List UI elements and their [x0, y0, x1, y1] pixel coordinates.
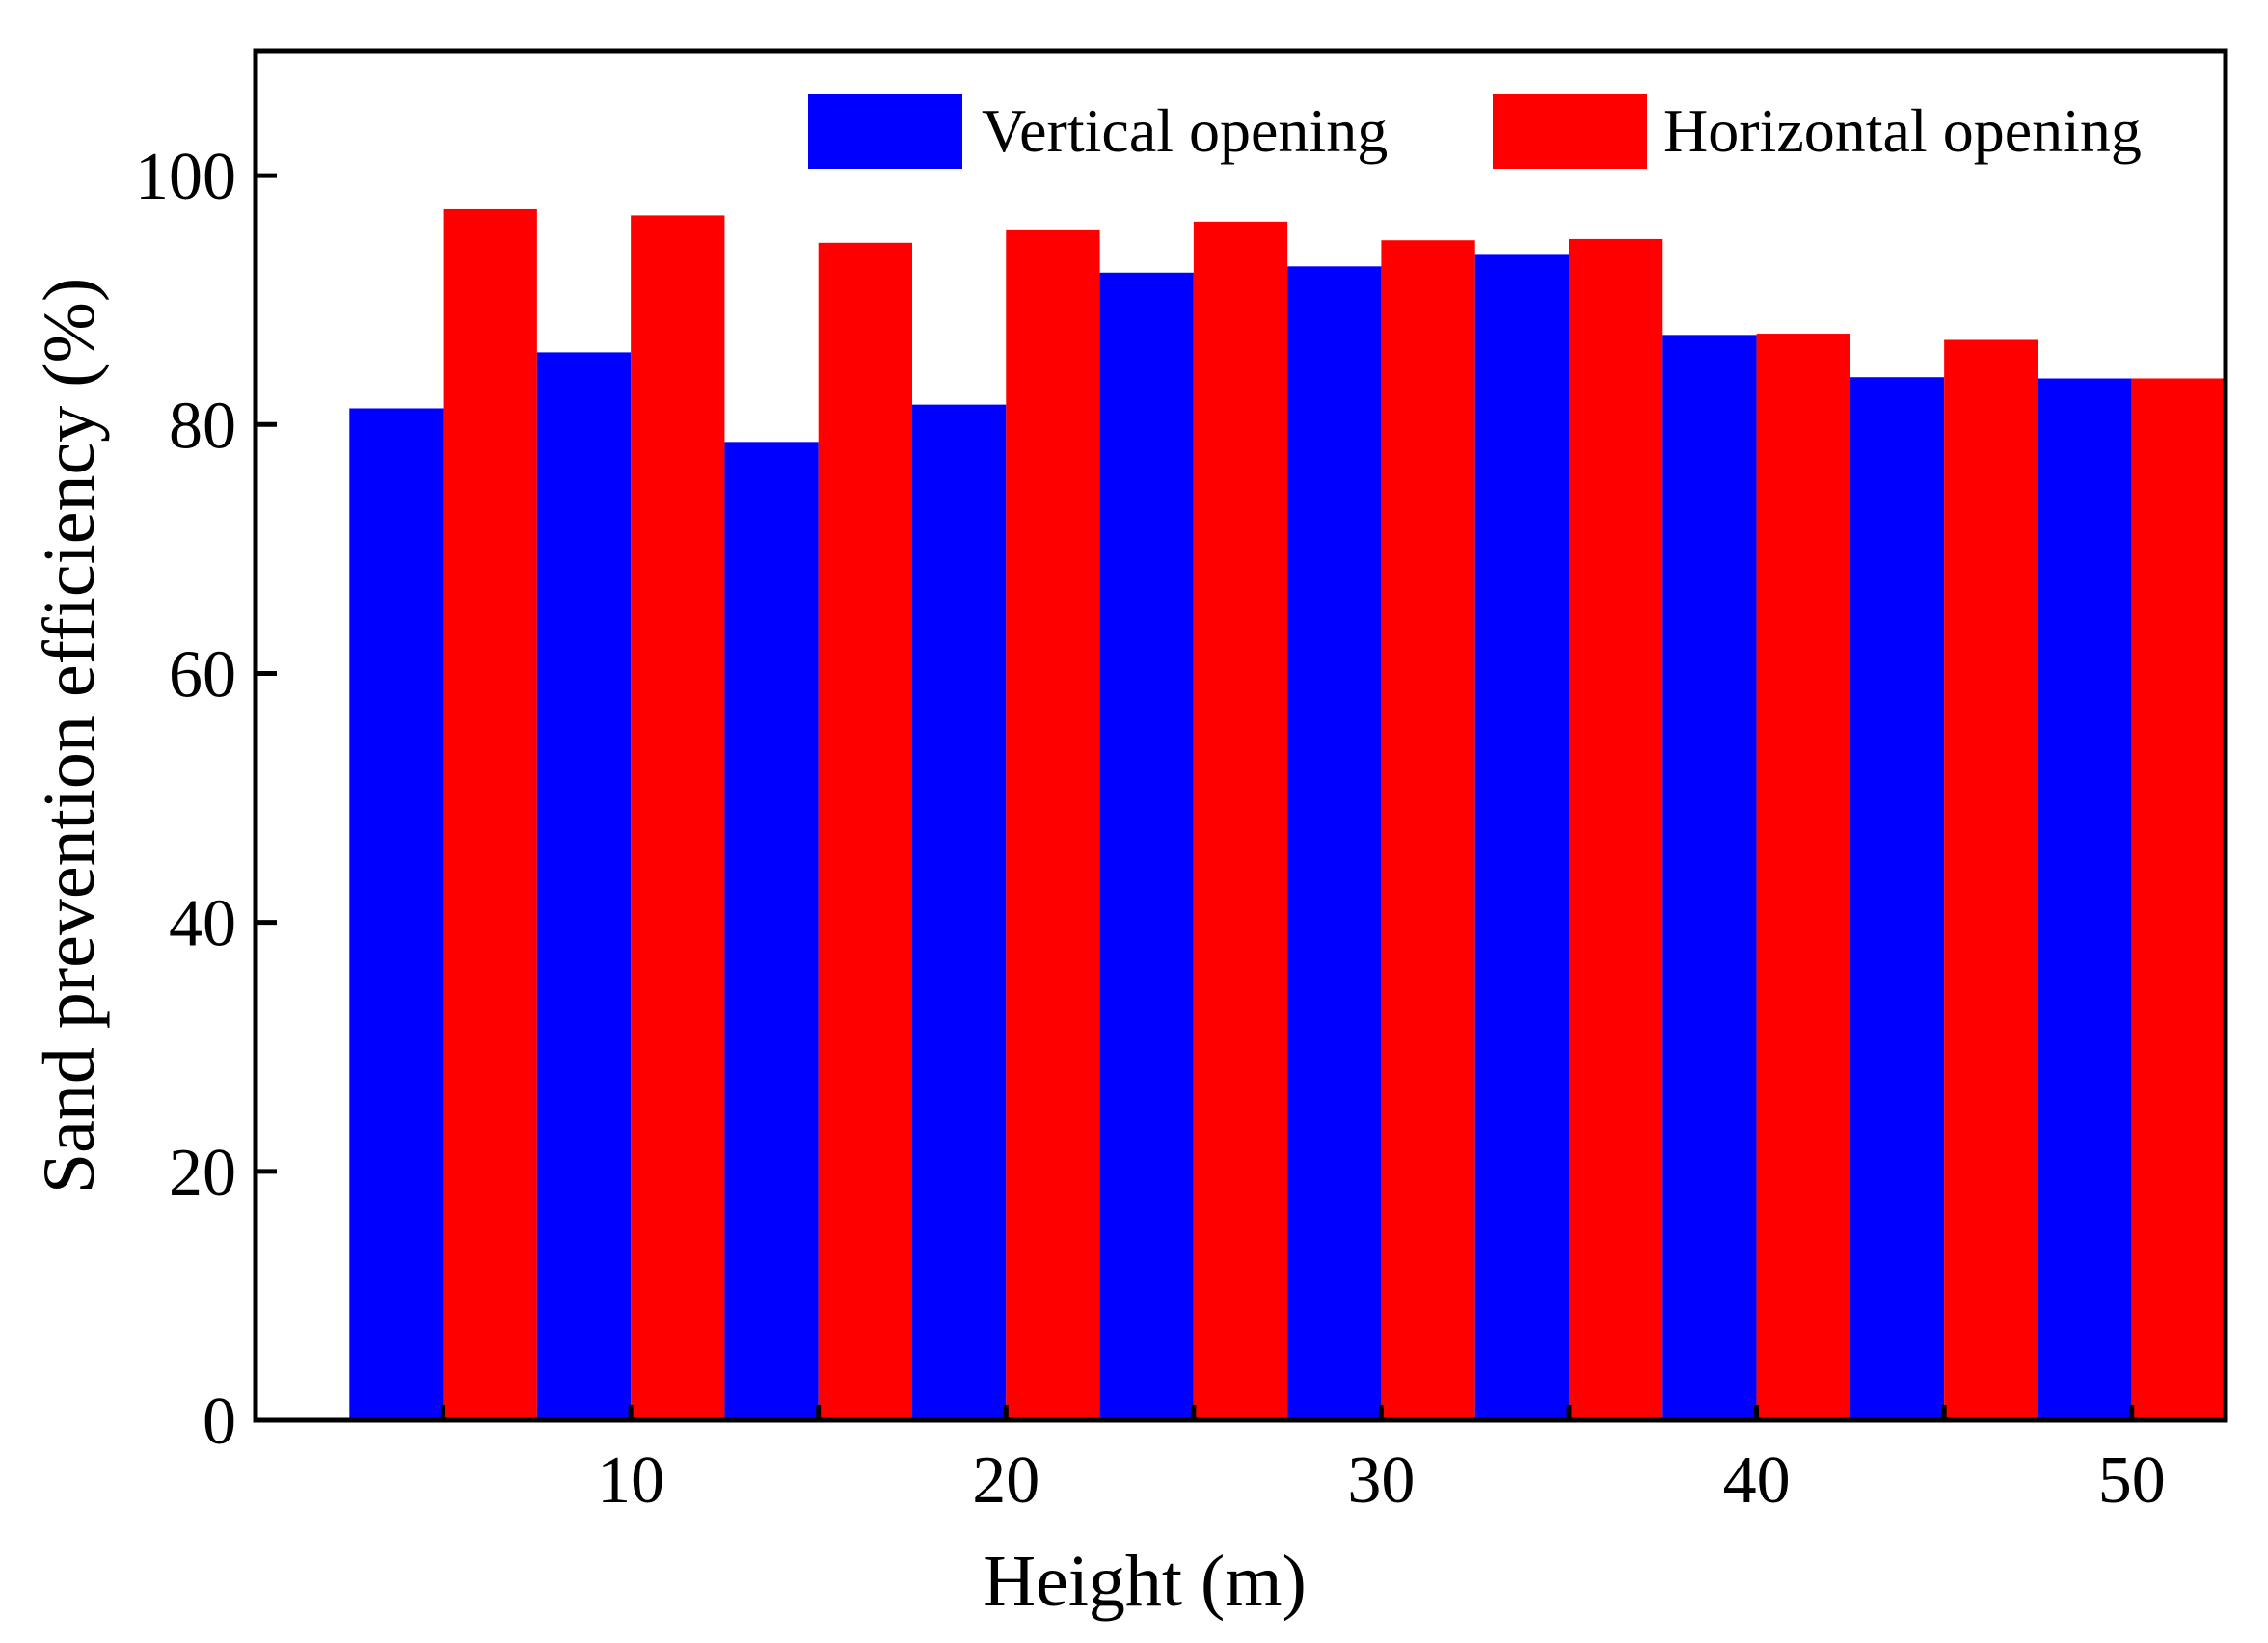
x-tick-label-20: 20 — [972, 1443, 1040, 1518]
plot-frame — [253, 48, 2228, 1423]
bar-vertical-opening-45 — [1850, 377, 1945, 1421]
bar-horizontal-opening-20 — [1006, 229, 1100, 1420]
x-axis-title: Height (m) — [983, 1541, 1307, 1622]
y-tick-label-80: 80 — [169, 389, 236, 463]
x-tick-label-30: 30 — [1347, 1443, 1415, 1518]
bar-vertical-opening-25 — [1099, 272, 1194, 1420]
ticks-layer: 0 20 40 60 80 100 10 20 30 40 50 — [135, 140, 2166, 1518]
bar-horizontal-opening-10 — [631, 215, 725, 1420]
bar-vertical-opening-35 — [1474, 254, 1569, 1420]
bar-vertical-opening-30 — [1287, 266, 1382, 1421]
bar-horizontal-opening-50 — [2131, 378, 2226, 1420]
y-tick-label-100: 100 — [135, 140, 236, 214]
legend: Vertical opening Horizontal opening — [808, 94, 2142, 169]
y-tick-label-20: 20 — [169, 1136, 236, 1210]
y-tick-label-60: 60 — [169, 637, 236, 712]
bar-horizontal-opening-30 — [1381, 240, 1475, 1421]
bar-vertical-opening-20 — [912, 404, 1007, 1420]
bar-horizontal-opening-25 — [1193, 221, 1288, 1421]
bar-horizontal-opening-15 — [818, 242, 912, 1420]
y-tick-label-40: 40 — [169, 887, 236, 961]
y-axis-title: Sand prevention efficiency (%) — [29, 278, 110, 1194]
bar-vertical-opening-5 — [349, 408, 444, 1420]
x-tick-label-50: 50 — [2098, 1443, 2166, 1518]
legend-swatch-horizontal-opening — [1493, 94, 1647, 169]
bar-vertical-opening-40 — [1662, 335, 1757, 1421]
bar-horizontal-opening-45 — [1944, 339, 2038, 1420]
x-tick-label-10: 10 — [597, 1443, 664, 1518]
legend-swatch-vertical-opening — [808, 94, 962, 169]
legend-label-horizontal-opening: Horizontal opening — [1663, 96, 2142, 165]
bar-vertical-opening-10 — [536, 352, 632, 1420]
bar-vertical-opening-50 — [2038, 378, 2132, 1420]
bar-horizontal-opening-35 — [1569, 238, 1663, 1421]
x-tick-label-40: 40 — [1723, 1443, 1791, 1518]
y-tick-label-0: 0 — [202, 1385, 236, 1459]
bar-vertical-opening-15 — [724, 442, 819, 1421]
bars-layer — [349, 208, 2226, 1421]
legend-label-vertical-opening: Vertical opening — [982, 96, 1388, 165]
bar-horizontal-opening-5 — [443, 208, 537, 1421]
bar-horizontal-opening-40 — [1756, 334, 1850, 1420]
